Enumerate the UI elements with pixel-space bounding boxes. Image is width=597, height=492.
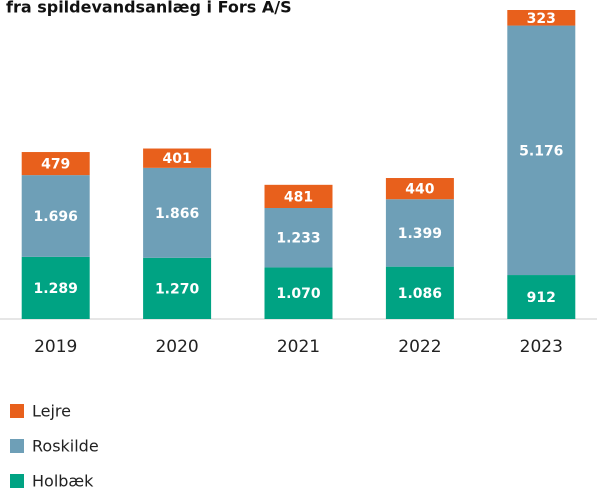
legend-label: Holbæk xyxy=(32,472,94,491)
bar-segment xyxy=(21,152,90,176)
chart-title: fra spildevandsanlæg i Fors A/S xyxy=(6,0,292,17)
data-label: 1.289 xyxy=(34,281,78,297)
bar-segment xyxy=(507,10,576,26)
data-label: 323 xyxy=(527,11,556,27)
data-label: 1.399 xyxy=(398,226,442,242)
bar-segment xyxy=(385,199,454,267)
bar-segment xyxy=(21,175,90,257)
legend-swatch xyxy=(10,404,24,418)
bar-segment xyxy=(385,266,454,319)
x-tick-label: 2019 xyxy=(34,337,77,357)
data-label: 1.696 xyxy=(34,209,78,225)
x-tick-label: 2022 xyxy=(398,337,441,357)
legend-swatch xyxy=(10,439,24,453)
data-label: 440 xyxy=(405,182,434,198)
bar-segment xyxy=(264,184,333,208)
legend-label: Roskilde xyxy=(32,437,99,456)
data-label: 481 xyxy=(284,189,313,205)
data-label: 479 xyxy=(41,157,70,173)
bar-segment xyxy=(507,25,576,276)
bar-segment xyxy=(264,207,333,268)
x-tick-label: 2020 xyxy=(155,337,198,357)
data-label: 1.086 xyxy=(398,286,442,302)
data-label: 912 xyxy=(527,290,556,306)
x-tick-label: 2021 xyxy=(277,337,320,357)
bar-segment xyxy=(385,178,454,200)
data-label: 5.176 xyxy=(519,143,563,159)
bar-segment xyxy=(143,148,212,168)
bar-segment xyxy=(21,256,90,319)
data-label: 1.270 xyxy=(155,281,200,297)
data-label: 1.070 xyxy=(276,286,321,302)
data-label: 1.866 xyxy=(155,206,199,222)
legend-swatch xyxy=(10,474,24,488)
legend-label: Lejre xyxy=(32,402,71,421)
data-label: 401 xyxy=(162,151,191,167)
bar-segment xyxy=(143,257,212,319)
bar-segment xyxy=(143,167,212,258)
bar-segment xyxy=(264,267,333,319)
bar-segment xyxy=(507,275,576,319)
x-tick-label: 2023 xyxy=(520,337,563,357)
data-label: 1.233 xyxy=(276,231,320,247)
